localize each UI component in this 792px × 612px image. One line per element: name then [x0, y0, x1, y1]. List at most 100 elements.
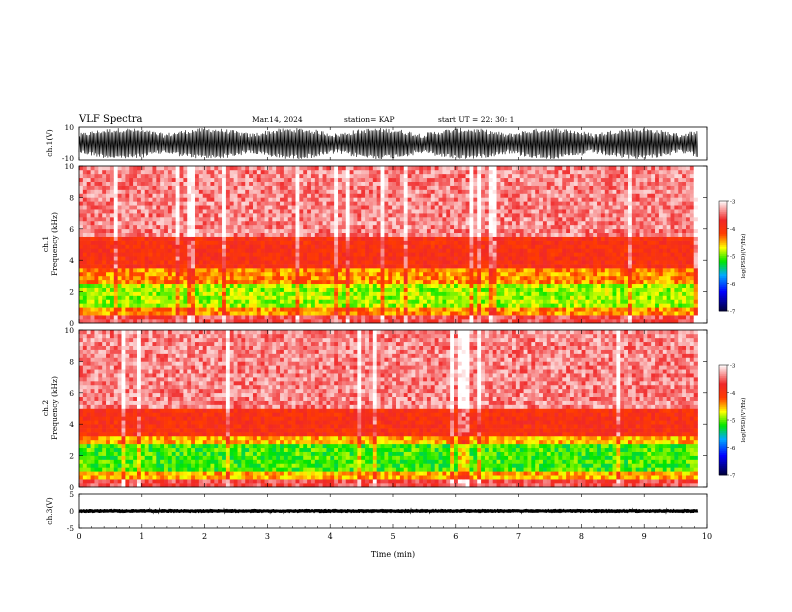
ch1-spectrogram-cell: [334, 283, 339, 288]
ch1-spectrogram-cell: [542, 260, 548, 265]
ch1-spectrogram-cell: [272, 303, 277, 308]
ch1-spectrogram-cell: [237, 213, 242, 218]
ch1-spectrogram-cell: [171, 236, 176, 241]
ch1-spectrogram-cell: [218, 220, 223, 226]
ch1-spectrogram-cell: [554, 287, 559, 292]
ch1-spectrogram-cell: [272, 295, 277, 300]
ch1-spectrogram-cell: [156, 201, 161, 206]
ch1-spectrogram-cell: [102, 315, 107, 320]
ch1-spectrogram-cell: [519, 311, 524, 316]
ch1-spectrogram-cell: [210, 295, 215, 300]
ch1-spectrogram-cell: [167, 166, 173, 171]
ch1-spectrogram-cell: [326, 193, 331, 198]
ch1-spectrogram-cell: [144, 303, 149, 308]
ch1-spectrogram-cell: [368, 295, 374, 300]
ch1-spectrogram-cell: [218, 166, 223, 171]
ch1-spectrogram-cell: [473, 291, 478, 296]
ch1-spectrogram-cell: [380, 169, 385, 175]
ch1-spectrogram-cell: [129, 217, 134, 222]
ch1-spectrogram-cell: [276, 248, 281, 253]
ch1-spectrogram-cell: [295, 236, 300, 241]
ch1-spectrogram-cell: [372, 236, 377, 241]
ch1-spectrogram-cell: [330, 169, 335, 175]
ch1-spectrogram-cell: [233, 307, 238, 312]
ch1-spectrogram-cell: [252, 252, 258, 257]
ch1-spectrogram-cell: [461, 311, 466, 316]
ch1-spectrogram-cell: [411, 287, 416, 292]
ch1-spectrogram-cell: [106, 213, 111, 218]
ch1-spectrogram-cell: [210, 228, 215, 234]
ch1-spectrogram-cell: [500, 279, 505, 285]
ch1-spectrogram-cell: [272, 193, 277, 198]
ch1-spectrogram-cell: [442, 185, 447, 190]
ch1-spectrogram-cell: [187, 166, 192, 171]
ch1-spectrogram-cell: [272, 181, 277, 186]
ch1-spectrogram-cell: [384, 283, 389, 288]
ch1-spectrogram-cell: [515, 185, 521, 190]
ch1-spectrogram-cell: [299, 217, 304, 222]
ch1-spectrogram-cell: [187, 189, 192, 194]
ch1-spectrogram-cell: [264, 213, 269, 218]
ch1-spectrogram-cell: [368, 189, 374, 194]
ch1-spectrogram-cell: [175, 248, 180, 253]
ch1-spectrogram-cell: [210, 201, 215, 206]
ch1-spectrogram-cell: [434, 295, 439, 300]
ch1-spectrogram-cell: [442, 205, 447, 210]
ch1-spectrogram-cell: [477, 197, 482, 202]
ch1-spectrogram-cell: [164, 213, 169, 218]
ch1-spectrogram-cell: [249, 275, 254, 281]
ch1-spectrogram-cell: [353, 232, 358, 237]
ch1-spectrogram-cell: [419, 252, 424, 257]
ch1-spectrogram-cell: [117, 209, 122, 214]
ch1-spectrogram-cell: [164, 209, 169, 214]
ch1-spectrogram-cell: [504, 271, 509, 277]
ch1-spectrogram-cell: [237, 205, 242, 210]
ch1-spectrogram-cell: [210, 217, 215, 222]
ch1-spectrogram-cell: [241, 232, 246, 237]
ch1-spectrogram-cell: [121, 315, 126, 320]
ch1-spectrogram-cell: [345, 213, 350, 218]
ch1-spectrogram-cell: [167, 268, 173, 273]
ch1-spectrogram-cell: [156, 264, 161, 269]
ch1-spectrogram-cell: [187, 173, 192, 179]
ch1-spectrogram-cell: [326, 271, 331, 277]
ch1-spectrogram-cell: [218, 295, 223, 300]
ch1-spectrogram-cell: [268, 291, 273, 296]
ch1-spectrogram-cell: [465, 260, 470, 265]
ch1-spectrogram-cell: [365, 209, 370, 214]
ch1-spectrogram-cell: [299, 319, 304, 324]
ch1-spectrogram-cell: [357, 271, 362, 277]
ch1-spectrogram-cell: [164, 319, 169, 324]
ch1-spectrogram-cell: [249, 319, 254, 324]
ch1-spectrogram-cell: [129, 315, 134, 320]
ch1-spectrogram-cell: [144, 311, 149, 316]
ch1-spectrogram-cell: [473, 303, 478, 308]
ch1-spectrogram-cell: [129, 209, 134, 214]
ch1-spectrogram-cell: [225, 197, 231, 202]
ch1-spectrogram-cell: [535, 279, 540, 285]
ch1-spectrogram-cell: [152, 287, 157, 292]
ch1-spectrogram-cell: [210, 275, 215, 281]
ch1-spectrogram-cell: [481, 240, 486, 245]
ch1-spectrogram-cell: [442, 236, 447, 241]
ch1-spectrogram-cell: [318, 319, 323, 324]
ch1-spectrogram-cell: [256, 244, 262, 249]
ch1-spectrogram-cell: [86, 240, 91, 245]
ch1-spectrogram-cell: [241, 240, 246, 245]
ch1-spectrogram-cell: [399, 232, 405, 237]
ch1-spectrogram-cell: [283, 248, 289, 253]
ch1-spectrogram-cell: [380, 299, 385, 304]
ch1-spectrogram-cell: [117, 224, 122, 230]
ch1-spectrogram-cell: [442, 319, 447, 324]
ch1-spectrogram-cell: [310, 299, 316, 304]
ch1-spectrogram-cell: [496, 295, 501, 300]
ch1-spectrogram-cell: [109, 201, 115, 206]
ch1-spectrogram-cell: [457, 169, 463, 175]
ch1-spectrogram-cell: [264, 232, 269, 237]
ch1-spectrogram-cell: [388, 240, 393, 245]
ch1-spectrogram-cell: [372, 275, 377, 281]
ch1-spectrogram-cell: [94, 244, 99, 249]
ch1-spectrogram-cell: [121, 213, 126, 218]
ch1-spectrogram-cell: [113, 217, 118, 222]
ch1-spectrogram-cell: [407, 244, 412, 249]
